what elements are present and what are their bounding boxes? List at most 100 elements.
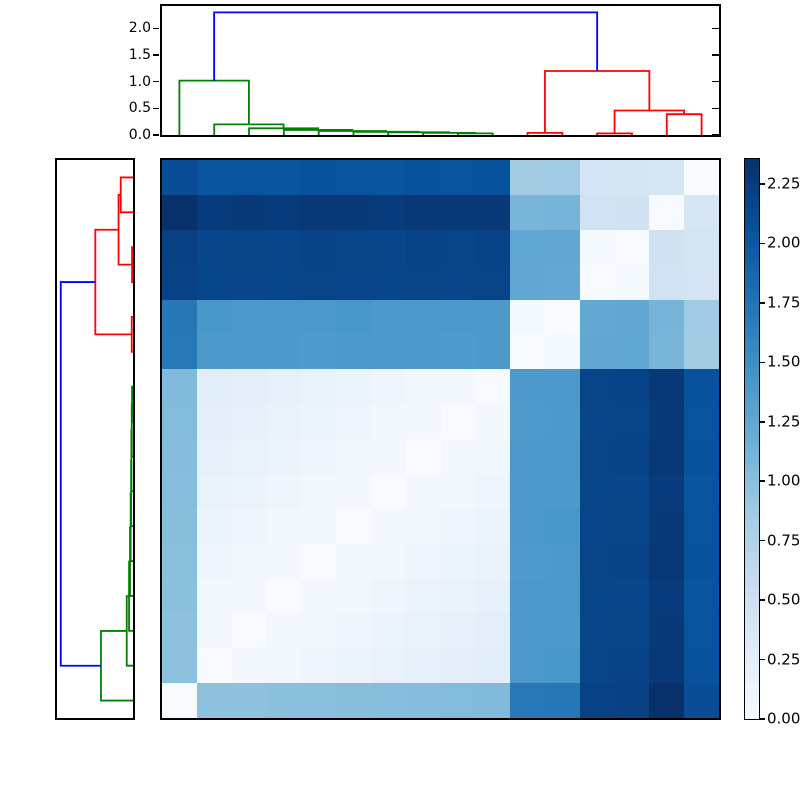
heatmap-cell — [405, 229, 441, 265]
heatmap-cell — [196, 264, 232, 300]
heatmap-cell — [301, 473, 337, 509]
heatmap-cell — [370, 578, 406, 614]
heatmap-cell — [336, 229, 371, 265]
heatmap-cell — [196, 613, 232, 649]
heatmap-cell — [614, 508, 650, 544]
heatmap-cell — [579, 613, 615, 649]
heatmap-cell — [162, 613, 197, 649]
heatmap-cell — [649, 508, 685, 544]
heatmap-cell — [684, 334, 719, 370]
top-dendrogram-panel — [160, 4, 721, 137]
top-axis-tick — [153, 27, 159, 30]
heatmap-cell — [301, 369, 337, 405]
heatmap-cell — [266, 473, 302, 509]
heatmap-cell — [579, 683, 615, 718]
dendrogram-link — [213, 123, 285, 135]
heatmap-cell — [684, 543, 719, 579]
colorbar-tick-label: 0.75 — [767, 531, 800, 550]
heatmap-cell — [510, 648, 545, 684]
heatmap-cell — [440, 229, 476, 265]
heatmap-cell — [231, 473, 267, 509]
dendrogram-link — [544, 70, 651, 133]
heatmap-cell — [649, 473, 685, 509]
colorbar-tick-label: 2.25 — [767, 174, 800, 193]
colorbar-tick-label: 1.75 — [767, 293, 800, 312]
top-axis-tick-label: 2.0 — [128, 20, 151, 37]
dendrogram-link — [130, 316, 133, 353]
heatmap-cell — [510, 264, 545, 300]
top-axis-right-tick — [712, 27, 719, 30]
heatmap-cell — [231, 648, 267, 684]
heatmap-cell — [684, 473, 719, 509]
heatmap-cell — [684, 439, 719, 474]
heatmap-cell — [266, 229, 302, 265]
heatmap-cell — [162, 683, 197, 718]
heatmap-cell — [162, 578, 197, 614]
heatmap-cell — [544, 543, 580, 579]
heatmap-cell — [684, 194, 719, 230]
heatmap-cell — [336, 160, 371, 195]
dendrogram-link — [131, 246, 133, 283]
heatmap-cell — [614, 578, 650, 614]
dendrogram-link — [119, 176, 133, 214]
top-axis-tick-label: 0.0 — [128, 127, 151, 143]
heatmap-cell — [301, 194, 337, 230]
heatmap-cell — [301, 160, 337, 195]
heatmap-cell — [614, 404, 650, 439]
heatmap-cell — [684, 369, 719, 405]
dendrogram-link — [248, 127, 320, 135]
heatmap-cell — [510, 334, 545, 370]
heatmap-cell — [405, 508, 441, 544]
heatmap-cell — [370, 404, 406, 439]
heatmap-cell — [301, 439, 337, 474]
heatmap-cell — [196, 578, 232, 614]
heatmap-cell — [266, 508, 302, 544]
heatmap-cell — [614, 439, 650, 474]
heatmap-cell — [336, 473, 371, 509]
heatmap-cell — [231, 439, 267, 474]
heatmap-cell — [405, 648, 441, 684]
heatmap-cell — [544, 439, 580, 474]
heatmap-cell — [614, 160, 650, 195]
heatmap-cell — [336, 543, 371, 579]
heatmap-cell — [510, 683, 545, 718]
top-axis-tick-label: 0.5 — [128, 100, 151, 117]
heatmap-cell — [301, 264, 337, 300]
heatmap-cell — [544, 404, 580, 439]
colorbar-tick-label: 1.50 — [767, 352, 800, 371]
heatmap-cell — [231, 508, 267, 544]
heatmap-cell — [440, 578, 476, 614]
heatmap-cell — [336, 613, 371, 649]
heatmap-cell — [336, 439, 371, 474]
heatmap-cell — [336, 508, 371, 544]
colorbar-tick-label: 1.25 — [767, 412, 800, 431]
heatmap-cell — [405, 683, 441, 718]
heatmap-cell — [614, 473, 650, 509]
heatmap-cell — [196, 473, 232, 509]
heatmap-cell — [405, 543, 441, 579]
heatmap-cell — [405, 299, 441, 335]
heatmap-cell — [510, 439, 545, 474]
heatmap-cell — [579, 648, 615, 684]
heatmap-cell — [544, 334, 580, 370]
heatmap-cell — [231, 264, 267, 300]
heatmap-cell — [231, 543, 267, 579]
heatmap-cell — [649, 648, 685, 684]
heatmap-cell — [162, 264, 197, 300]
colorbar-tick — [759, 480, 765, 482]
heatmap-cell — [579, 334, 615, 370]
heatmap-cell — [475, 543, 511, 579]
heatmap-cell — [301, 404, 337, 439]
heatmap-cell — [544, 578, 580, 614]
dendrogram-link — [282, 129, 354, 135]
heatmap-cell — [336, 648, 371, 684]
heatmap-cell — [579, 439, 615, 474]
heatmap-cell — [336, 683, 371, 718]
heatmap-cell — [649, 369, 685, 405]
heatmap-cell — [614, 648, 650, 684]
heatmap-cell — [231, 229, 267, 265]
colorbar-tick-label: 0.00 — [767, 709, 800, 728]
heatmap-cell — [266, 683, 302, 718]
heatmap-cell — [336, 194, 371, 230]
